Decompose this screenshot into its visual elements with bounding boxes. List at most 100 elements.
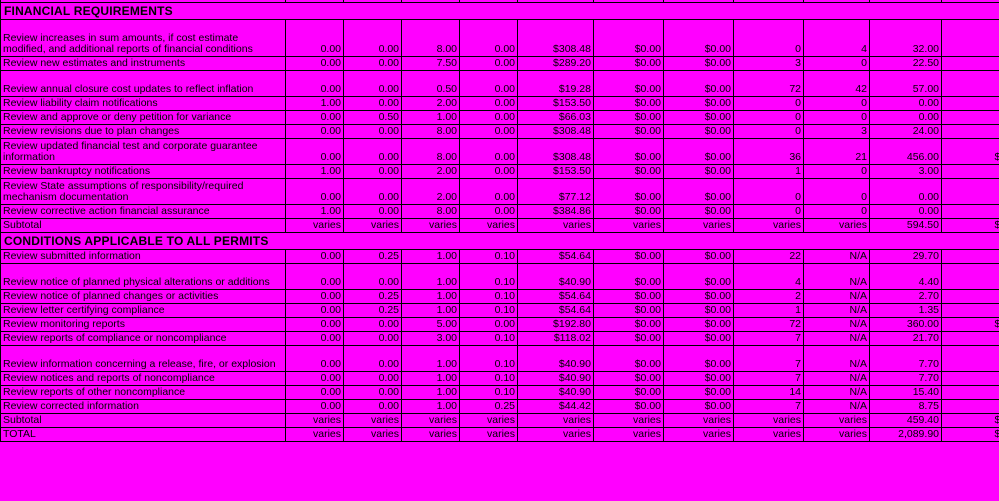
cell-c7[interactable]: $0.00	[663, 110, 734, 125]
cell-c6[interactable]: $0.00	[593, 19, 664, 57]
cell-c5[interactable]: $66.03	[517, 110, 594, 125]
cell-c3[interactable]: 1.00	[401, 110, 460, 125]
cell-c1[interactable]: 0.00	[285, 178, 344, 205]
cell-c9[interactable]: 42	[803, 70, 870, 97]
cell-c2[interactable]: 0.00	[343, 371, 402, 386]
cell-c1[interactable]: 0.00	[285, 303, 344, 318]
total-c9[interactable]: varies	[803, 427, 870, 442]
cell-c5[interactable]: $19.28	[517, 70, 594, 97]
row-description[interactable]: Review annual closure cost updates to re…	[0, 70, 286, 97]
cell-c4[interactable]: 0.00	[459, 204, 518, 219]
cell-c11[interactable]: $2,197.92	[941, 70, 999, 97]
cell-c4[interactable]: 0.10	[459, 289, 518, 304]
table-row[interactable]: Review reports of other noncompliance 0.0…	[0, 385, 999, 400]
cell-c11[interactable]: $0.00	[941, 178, 999, 205]
cell-c5[interactable]: $40.90	[517, 385, 594, 400]
cell-c3[interactable]: 2.00	[401, 178, 460, 205]
cell-c11[interactable]: $13,881.60	[941, 317, 999, 332]
cell-c7[interactable]: $0.00	[663, 164, 734, 179]
cell-c8[interactable]: 36	[733, 138, 804, 165]
cell-c4[interactable]: 0.00	[459, 178, 518, 205]
table-row[interactable]: Review bankruptcy notifications 1.00 0.00 2…	[0, 164, 999, 179]
cell-c9[interactable]: N/A	[803, 331, 870, 346]
cell-c7[interactable]: $0.00	[663, 371, 734, 386]
cell-c10[interactable]: 21.70	[869, 331, 942, 346]
cell-c5[interactable]: $54.64	[517, 303, 594, 318]
cell-c9[interactable]: N/A	[803, 399, 870, 414]
cell-c3[interactable]: 3.00	[401, 331, 460, 346]
cell-c3[interactable]: 5.00	[401, 317, 460, 332]
cell-c1[interactable]: 0.00	[285, 19, 344, 57]
subtotal-label[interactable]: Subtotal	[0, 413, 286, 428]
table-row[interactable]: Review increases in sum amounts, if cost…	[0, 19, 999, 57]
cell-c11[interactable]: $163.60	[941, 263, 999, 290]
cell-c1[interactable]: 0.00	[285, 385, 344, 400]
cell-c10[interactable]: 32.00	[869, 19, 942, 57]
cell-c6[interactable]: $0.00	[593, 371, 664, 386]
cell-c5[interactable]: $308.48	[517, 138, 594, 165]
cell-c4[interactable]: 0.10	[459, 371, 518, 386]
total-c7[interactable]: varies	[663, 427, 734, 442]
cell-c11[interactable]: $826.14	[941, 331, 999, 346]
row-description[interactable]: Review corrective action financial assur…	[0, 204, 286, 219]
table-row[interactable]: Review corrective action financial assur…	[0, 204, 999, 219]
subtotal-c7[interactable]: varies	[663, 218, 734, 233]
cell-c6[interactable]: $0.00	[593, 303, 664, 318]
cell-c8[interactable]: 1	[733, 303, 804, 318]
cell-c7[interactable]: $0.00	[663, 385, 734, 400]
cell-c10[interactable]: 0.00	[869, 110, 942, 125]
cell-c3[interactable]: 1.00	[401, 345, 460, 372]
cell-c4[interactable]: 0.00	[459, 96, 518, 111]
cell-c2[interactable]: 0.00	[343, 56, 402, 71]
cell-c9[interactable]: 0	[803, 178, 870, 205]
cell-c2[interactable]: 0.25	[343, 249, 402, 264]
cell-c8[interactable]: 0	[733, 124, 804, 139]
cell-c5[interactable]: $40.90	[517, 371, 594, 386]
cell-c6[interactable]: $0.00	[593, 138, 664, 165]
cell-c11[interactable]: $286.30	[941, 371, 999, 386]
cell-c4[interactable]: 0.00	[459, 56, 518, 71]
cell-c11[interactable]: $1,233.92	[941, 19, 999, 57]
cell-c11[interactable]: $286.30	[941, 345, 999, 372]
cell-c5[interactable]: $308.48	[517, 124, 594, 139]
cell-c8[interactable]: 0	[733, 19, 804, 57]
table-row[interactable]: Review and approve or deny petition for …	[0, 110, 999, 125]
cell-c10[interactable]: 29.70	[869, 249, 942, 264]
cell-c9[interactable]: N/A	[803, 371, 870, 386]
cell-c8[interactable]: 22	[733, 249, 804, 264]
cell-c9[interactable]: 0	[803, 164, 870, 179]
table-row[interactable]: Review State assumptions of responsibili…	[0, 178, 999, 205]
cell-c4[interactable]: 0.10	[459, 263, 518, 290]
cell-c11[interactable]: $925.44	[941, 124, 999, 139]
cell-c7[interactable]: $0.00	[663, 56, 734, 71]
subtotal-c2[interactable]: varies	[343, 218, 402, 233]
table-row[interactable]: Review submitted information 0.00 0.25 1.00…	[0, 249, 999, 264]
cell-c3[interactable]: 8.00	[401, 19, 460, 57]
table-row[interactable]: Review monitoring reports 0.00 0.00 5.00 0.0…	[0, 317, 999, 332]
cell-c11[interactable]: $310.94	[941, 399, 999, 414]
cell-c7[interactable]: $0.00	[663, 124, 734, 139]
cell-c8[interactable]: 4	[733, 263, 804, 290]
cell-c8[interactable]: 72	[733, 317, 804, 332]
total-c6[interactable]: varies	[593, 427, 664, 442]
cell-c1[interactable]: 0.00	[285, 70, 344, 97]
cell-c7[interactable]: $0.00	[663, 303, 734, 318]
subtotal-c1[interactable]: varies	[285, 218, 344, 233]
cell-c5[interactable]: $54.64	[517, 249, 594, 264]
cell-c8[interactable]: 72	[733, 70, 804, 97]
row-description[interactable]: Review submitted information	[0, 249, 286, 264]
row-description[interactable]: Review notices and reports of noncomplia…	[0, 371, 286, 386]
row-description[interactable]: Review updated financial test and corpor…	[0, 138, 286, 165]
cell-c6[interactable]: $0.00	[593, 399, 664, 414]
cell-c9[interactable]: N/A	[803, 345, 870, 372]
cell-c6[interactable]: $0.00	[593, 70, 664, 97]
cell-c2[interactable]: 0.00	[343, 164, 402, 179]
row-description[interactable]: Review letter certifying compliance	[0, 303, 286, 318]
cell-c10[interactable]: 0.00	[869, 96, 942, 111]
cell-c10[interactable]: 0.00	[869, 178, 942, 205]
total-c3[interactable]: varies	[401, 427, 460, 442]
table-row[interactable]: Review letter certifying compliance 0.00 0…	[0, 303, 999, 318]
cell-c6[interactable]: $0.00	[593, 178, 664, 205]
total-c1[interactable]: varies	[285, 427, 344, 442]
cell-c6[interactable]: $0.00	[593, 345, 664, 372]
